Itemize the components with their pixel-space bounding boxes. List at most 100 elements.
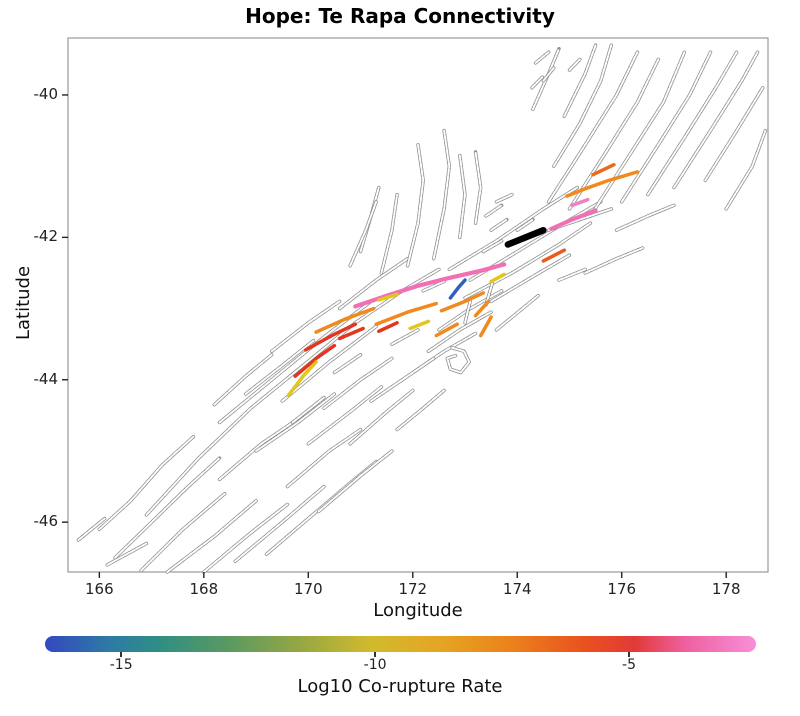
x-tick-label: 174 bbox=[502, 580, 532, 598]
background-fault-fill bbox=[270, 300, 341, 353]
x-axis-label: Longitude bbox=[373, 600, 463, 621]
background-fault-fill bbox=[244, 339, 315, 395]
corupture-fault bbox=[374, 301, 439, 326]
background-fault-fill bbox=[458, 154, 466, 239]
corupture-fault bbox=[337, 326, 365, 341]
x-tick-label: 172 bbox=[398, 580, 428, 598]
background-fault-fill bbox=[213, 353, 273, 406]
background-fault-fill bbox=[307, 385, 383, 445]
corupture-fault bbox=[580, 170, 640, 192]
background-fault-fill bbox=[620, 51, 712, 203]
corupture-fault bbox=[570, 197, 590, 208]
colorbar-gradient bbox=[45, 636, 756, 652]
background-fault-fill bbox=[446, 346, 471, 374]
background-fault-fill bbox=[542, 66, 555, 82]
background-fault-fill bbox=[286, 428, 362, 488]
corupture-fault bbox=[293, 343, 337, 378]
background-fault-fill bbox=[77, 517, 106, 541]
background-fault-fill bbox=[490, 254, 571, 303]
background-fault-fill bbox=[422, 280, 446, 292]
background-fault-fill bbox=[558, 268, 587, 282]
x-tick-label: 170 bbox=[293, 580, 323, 598]
colorbar-tick-mark bbox=[628, 652, 631, 657]
map-plot bbox=[62, 37, 769, 578]
corupture-fault bbox=[439, 291, 486, 313]
background-fault-fill bbox=[589, 51, 686, 217]
background-fault-fill bbox=[464, 222, 592, 299]
background-fault-fill bbox=[534, 51, 550, 64]
background-fault-fill bbox=[495, 193, 513, 203]
corupture-fault bbox=[565, 187, 585, 198]
background-fault-fill bbox=[516, 218, 534, 232]
background-fault-fill bbox=[370, 357, 435, 403]
background-fault-fill bbox=[281, 325, 378, 403]
background-fault-fill bbox=[552, 44, 613, 168]
background-fault-fill bbox=[291, 396, 325, 424]
corupture-fault bbox=[434, 322, 459, 338]
corupture-fault bbox=[286, 360, 318, 398]
background-fault-fill bbox=[333, 353, 362, 374]
background-fault-fill bbox=[474, 150, 482, 225]
background-fault-fill bbox=[349, 389, 414, 445]
corupture-fault bbox=[478, 315, 493, 338]
y-axis-label: Latitude bbox=[13, 265, 34, 341]
corupture-fault bbox=[408, 319, 431, 331]
background-fault-fill bbox=[568, 58, 581, 71]
background-fault-fill bbox=[584, 247, 644, 274]
x-tick-label: 178 bbox=[711, 580, 741, 598]
colorbar-tick-mark bbox=[120, 652, 123, 657]
background-fault-fill bbox=[437, 289, 503, 331]
corupture-fault bbox=[541, 248, 567, 263]
background-fault-fill bbox=[673, 51, 759, 189]
corupture-fault bbox=[473, 299, 491, 318]
background-fault-fill bbox=[255, 393, 336, 452]
corupture-fault bbox=[303, 322, 358, 352]
colorbar-tick-label: -10 bbox=[363, 657, 387, 673]
x-tick-label: 166 bbox=[85, 580, 114, 598]
background-fault-fill bbox=[114, 457, 221, 559]
background-fault-fill bbox=[323, 357, 393, 410]
background-fault-fill bbox=[202, 503, 289, 573]
background-fault-fill bbox=[106, 542, 148, 566]
y-tick-label: -42 bbox=[33, 227, 59, 246]
target-fault bbox=[504, 226, 547, 248]
background-fault-fill bbox=[646, 51, 738, 196]
corupture-fault bbox=[448, 278, 467, 300]
background-fault-fill bbox=[396, 389, 446, 431]
background-fault-fill bbox=[530, 76, 544, 89]
corupture-fault bbox=[591, 162, 616, 177]
background-fault-fill bbox=[98, 435, 195, 531]
background-fault-fill bbox=[432, 129, 451, 260]
background-fault-fill bbox=[490, 218, 508, 232]
background-fault-fill bbox=[563, 44, 597, 118]
background-fault-fill bbox=[234, 485, 325, 563]
background-fault-fill bbox=[615, 204, 675, 232]
background-fault-fill bbox=[568, 58, 660, 210]
background-fault-fill bbox=[495, 294, 540, 331]
background-fault-fill bbox=[140, 492, 226, 572]
background-fault-fill bbox=[725, 129, 767, 210]
y-tick-label: -44 bbox=[33, 369, 59, 388]
background-fault-fill bbox=[406, 143, 425, 267]
corupture-fault bbox=[549, 208, 598, 231]
background-fault-fill bbox=[380, 193, 399, 274]
chart-title: Hope: Te Rapa Connectivity bbox=[245, 4, 555, 28]
background-fault-fill bbox=[349, 200, 378, 267]
background-fault-fill bbox=[482, 239, 503, 253]
corupture-fault bbox=[377, 292, 399, 302]
y-tick-label: -40 bbox=[33, 84, 59, 103]
corupture-fault bbox=[377, 321, 399, 334]
colorbar-tick-mark bbox=[374, 652, 377, 657]
x-tick-label: 176 bbox=[607, 580, 637, 598]
background-fault-fill bbox=[704, 86, 764, 182]
background-fault-fill bbox=[317, 450, 393, 513]
background-fault-fill bbox=[218, 414, 305, 481]
corupture-fault bbox=[314, 306, 376, 334]
colorbar-label: Log10 Co-rupture Rate bbox=[297, 676, 503, 697]
colorbar-tick-label: -15 bbox=[109, 657, 133, 673]
background-fault-fill bbox=[427, 311, 493, 353]
colorbar-tick-label: -5 bbox=[622, 657, 637, 673]
corupture-fault bbox=[489, 272, 506, 284]
background-fault-fill bbox=[547, 51, 639, 203]
